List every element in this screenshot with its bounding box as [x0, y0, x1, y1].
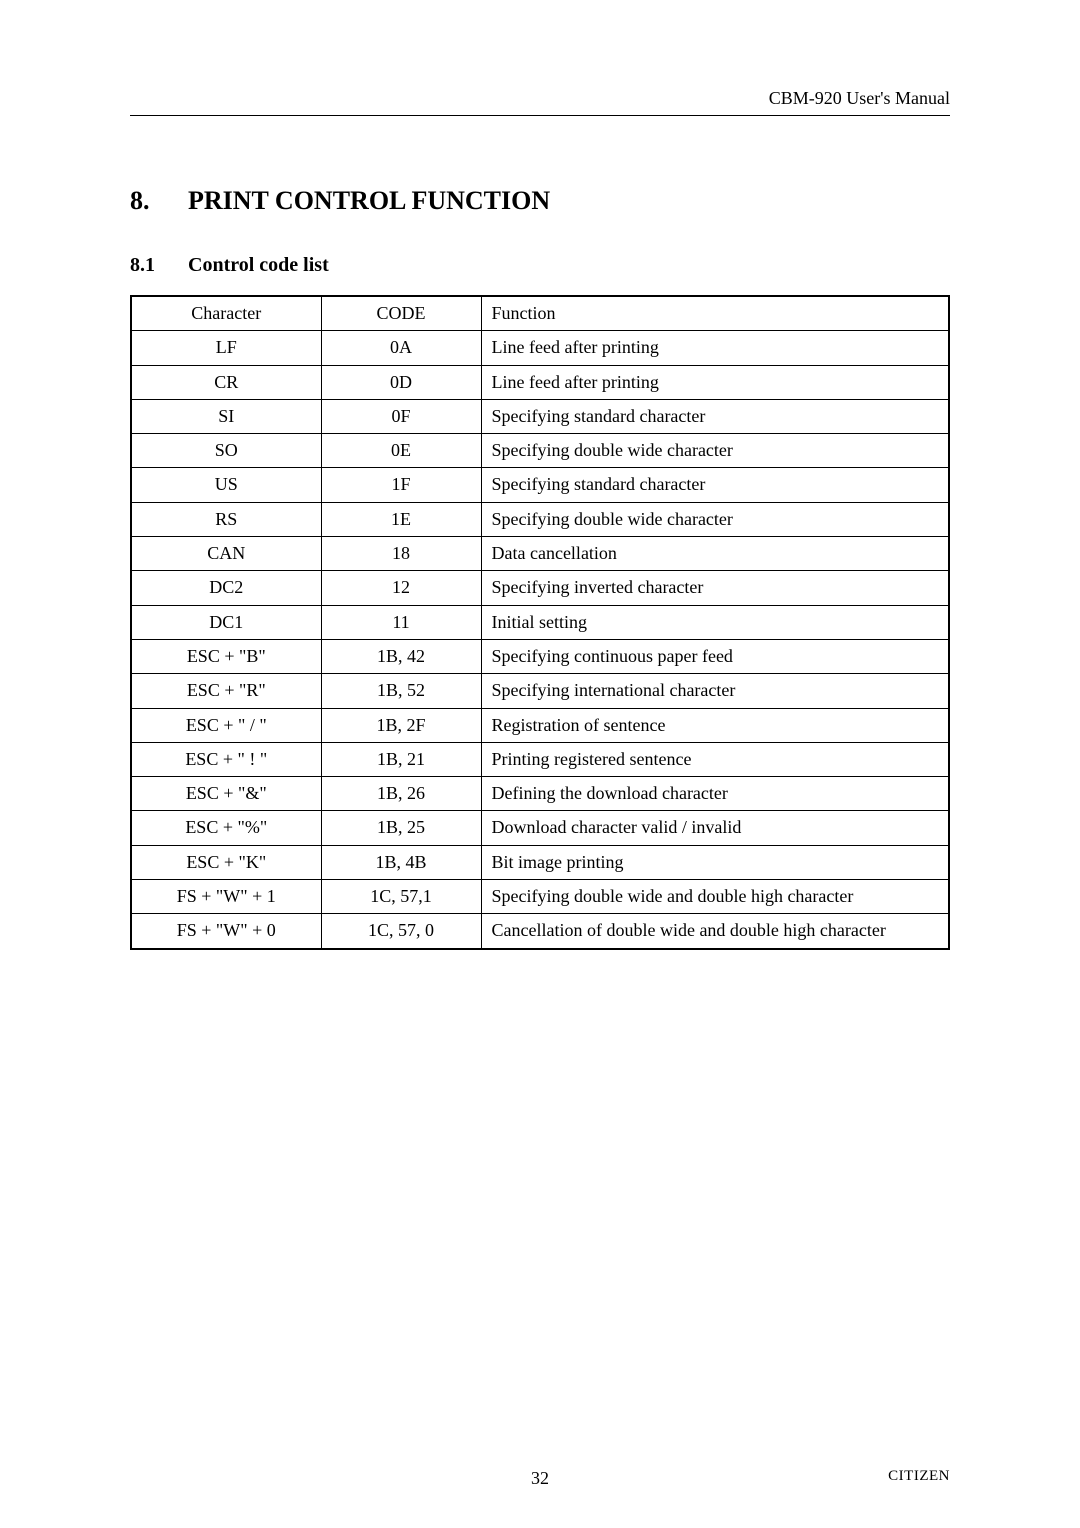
- brand-text: CITIZEN: [888, 1468, 950, 1485]
- cell-code: 1B, 2F: [321, 708, 481, 742]
- subsection-title: Control code list: [188, 254, 329, 277]
- cell-character: DC2: [131, 571, 321, 605]
- cell-character: CAN: [131, 537, 321, 571]
- cell-character: FS + "W" + 1: [131, 880, 321, 914]
- cell-function: Defining the download character: [481, 777, 949, 811]
- cell-character: US: [131, 468, 321, 502]
- table-row: FS + "W" + 01C, 57, 0Cancellation of dou…: [131, 914, 949, 949]
- section-title: PRINT CONTROL FUNCTION: [188, 186, 550, 216]
- table-row: ESC + "&"1B, 26Defining the download cha…: [131, 777, 949, 811]
- cell-code: 18: [321, 537, 481, 571]
- table-row: ESC + " ! "1B, 21Printing registered sen…: [131, 742, 949, 776]
- cell-code: 1E: [321, 502, 481, 536]
- table-row: ESC + "%"1B, 25Download character valid …: [131, 811, 949, 845]
- cell-function: Initial setting: [481, 605, 949, 639]
- cell-function: Specifying international character: [481, 674, 949, 708]
- cell-function: Cancellation of double wide and double h…: [481, 914, 949, 949]
- cell-function: Specifying standard character: [481, 399, 949, 433]
- table-row: ESC + " / "1B, 2FRegistration of sentenc…: [131, 708, 949, 742]
- cell-character: ESC + "K": [131, 845, 321, 879]
- cell-character: ESC + " ! ": [131, 742, 321, 776]
- cell-character: CR: [131, 365, 321, 399]
- cell-character: ESC + " / ": [131, 708, 321, 742]
- cell-code: 0D: [321, 365, 481, 399]
- cell-code: 1B, 21: [321, 742, 481, 776]
- cell-code: 1B, 42: [321, 639, 481, 673]
- cell-code: 0F: [321, 399, 481, 433]
- cell-function: Data cancellation: [481, 537, 949, 571]
- table-row: RS1ESpecifying double wide character: [131, 502, 949, 536]
- control-code-table: Character CODE Function LF0ALine feed af…: [130, 295, 950, 950]
- cell-character: ESC + "B": [131, 639, 321, 673]
- table-row: ESC + "R"1B, 52Specifying international …: [131, 674, 949, 708]
- cell-character: FS + "W" + 0: [131, 914, 321, 949]
- cell-code: 1B, 26: [321, 777, 481, 811]
- subsection-heading: 8.1 Control code list: [130, 254, 950, 277]
- subsection-number: 8.1: [130, 254, 188, 277]
- cell-function: Printing registered sentence: [481, 742, 949, 776]
- table-row: DC111Initial setting: [131, 605, 949, 639]
- cell-code: 11: [321, 605, 481, 639]
- table-row: ESC + "K"1B, 4BBit image printing: [131, 845, 949, 879]
- table-row: ESC + "B"1B, 42Specifying continuous pap…: [131, 639, 949, 673]
- table-row: SI0FSpecifying standard character: [131, 399, 949, 433]
- cell-function: Specifying double wide character: [481, 502, 949, 536]
- cell-function: Download character valid / invalid: [481, 811, 949, 845]
- cell-function: Specifying double wide character: [481, 434, 949, 468]
- col-header-code: CODE: [321, 296, 481, 331]
- cell-function: Bit image printing: [481, 845, 949, 879]
- cell-code: 1B, 52: [321, 674, 481, 708]
- cell-code: 1B, 25: [321, 811, 481, 845]
- cell-code: 0E: [321, 434, 481, 468]
- col-header-function: Function: [481, 296, 949, 331]
- running-head: CBM-920 User's Manual: [130, 88, 950, 109]
- page-number: 32: [130, 1468, 950, 1489]
- cell-character: LF: [131, 331, 321, 365]
- cell-character: SI: [131, 399, 321, 433]
- table-row: SO0ESpecifying double wide character: [131, 434, 949, 468]
- cell-character: ESC + "%": [131, 811, 321, 845]
- cell-character: ESC + "R": [131, 674, 321, 708]
- cell-function: Specifying standard character: [481, 468, 949, 502]
- table-row: LF0ALine feed after printing: [131, 331, 949, 365]
- table-row: US1FSpecifying standard character: [131, 468, 949, 502]
- col-header-character: Character: [131, 296, 321, 331]
- cell-character: DC1: [131, 605, 321, 639]
- table-row: CR0DLine feed after printing: [131, 365, 949, 399]
- header-rule: [130, 115, 950, 116]
- cell-code: 1B, 4B: [321, 845, 481, 879]
- section-number: 8.: [130, 186, 188, 216]
- cell-function: Specifying double wide and double high c…: [481, 880, 949, 914]
- table-row: CAN18Data cancellation: [131, 537, 949, 571]
- cell-code: 12: [321, 571, 481, 605]
- cell-function: Specifying inverted character: [481, 571, 949, 605]
- page-content: CBM-920 User's Manual 8. PRINT CONTROL F…: [130, 88, 950, 950]
- cell-code: 1C, 57, 0: [321, 914, 481, 949]
- cell-character: SO: [131, 434, 321, 468]
- table-header-row: Character CODE Function: [131, 296, 949, 331]
- cell-character: ESC + "&": [131, 777, 321, 811]
- cell-code: 0A: [321, 331, 481, 365]
- table-row: FS + "W" + 11C, 57,1Specifying double wi…: [131, 880, 949, 914]
- cell-code: 1F: [321, 468, 481, 502]
- cell-function: Line feed after printing: [481, 331, 949, 365]
- cell-character: RS: [131, 502, 321, 536]
- cell-code: 1C, 57,1: [321, 880, 481, 914]
- cell-function: Line feed after printing: [481, 365, 949, 399]
- section-heading: 8. PRINT CONTROL FUNCTION: [130, 186, 950, 216]
- cell-function: Specifying continuous paper feed: [481, 639, 949, 673]
- table-row: DC212Specifying inverted character: [131, 571, 949, 605]
- cell-function: Registration of sentence: [481, 708, 949, 742]
